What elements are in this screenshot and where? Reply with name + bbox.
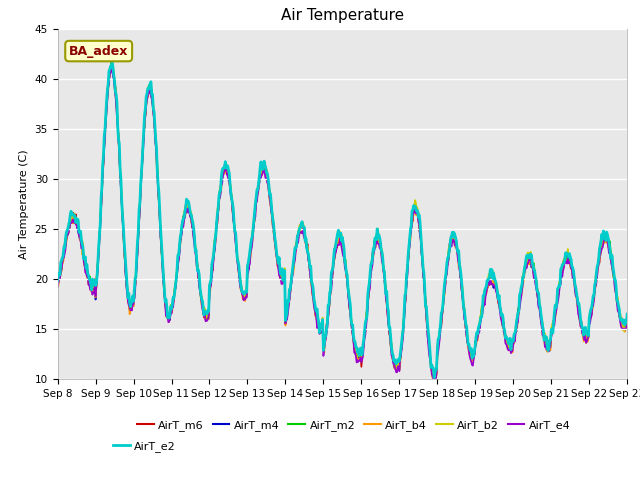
AirT_m2 bbox=[447, 237, 454, 242]
AirT_b2 bbox=[54, 275, 61, 280]
AirT_m4 bbox=[204, 314, 212, 320]
Line: AirT_e4: AirT_e4 bbox=[58, 69, 627, 382]
Line: AirT_m6: AirT_m6 bbox=[58, 67, 627, 380]
Line: AirT_e2: AirT_e2 bbox=[58, 63, 627, 378]
AirT_b4 bbox=[429, 377, 437, 383]
AirT_m4 bbox=[447, 238, 454, 243]
Line: AirT_m2: AirT_m2 bbox=[58, 60, 627, 377]
AirT_b2 bbox=[447, 235, 454, 240]
AirT_m4 bbox=[430, 377, 438, 383]
AirT_b2 bbox=[204, 312, 212, 317]
AirT_m4 bbox=[573, 294, 580, 300]
AirT_b2 bbox=[573, 292, 580, 298]
AirT_m2 bbox=[335, 231, 342, 237]
AirT_e4 bbox=[573, 294, 580, 300]
Line: AirT_b4: AirT_b4 bbox=[58, 69, 627, 380]
Text: BA_adex: BA_adex bbox=[69, 45, 129, 58]
AirT_m6 bbox=[204, 312, 212, 318]
AirT_m4 bbox=[335, 237, 342, 243]
AirT_b2 bbox=[623, 319, 631, 325]
AirT_m2 bbox=[390, 359, 397, 364]
AirT_m6 bbox=[109, 64, 117, 70]
AirT_b2 bbox=[432, 372, 440, 378]
AirT_m4 bbox=[390, 363, 397, 369]
AirT_m6 bbox=[431, 377, 439, 383]
AirT_m2 bbox=[431, 374, 439, 380]
AirT_e2 bbox=[54, 277, 61, 283]
AirT_b4 bbox=[108, 66, 116, 72]
AirT_b2 bbox=[335, 235, 342, 240]
AirT_e4 bbox=[54, 285, 61, 290]
AirT_e4 bbox=[623, 322, 631, 327]
AirT_m6 bbox=[623, 323, 631, 328]
AirT_e2 bbox=[623, 311, 631, 317]
AirT_e4 bbox=[447, 241, 454, 247]
AirT_e2 bbox=[430, 375, 438, 381]
AirT_m2 bbox=[573, 294, 580, 300]
AirT_b4 bbox=[335, 236, 342, 241]
AirT_e2 bbox=[204, 307, 212, 313]
AirT_e2 bbox=[335, 228, 342, 233]
Title: Air Temperature: Air Temperature bbox=[281, 9, 404, 24]
AirT_e4 bbox=[390, 361, 397, 367]
AirT_b2 bbox=[108, 62, 115, 68]
AirT_e2 bbox=[573, 291, 580, 297]
AirT_m6 bbox=[390, 360, 397, 365]
AirT_m4 bbox=[180, 216, 188, 221]
AirT_b2 bbox=[180, 221, 188, 227]
AirT_e2 bbox=[447, 235, 454, 240]
AirT_e4 bbox=[335, 242, 342, 248]
AirT_b4 bbox=[447, 242, 454, 248]
AirT_e4 bbox=[204, 316, 212, 322]
AirT_b4 bbox=[204, 314, 212, 320]
AirT_m6 bbox=[180, 214, 188, 219]
AirT_e4 bbox=[180, 224, 188, 229]
AirT_m6 bbox=[335, 235, 342, 240]
AirT_m4 bbox=[54, 280, 61, 286]
Y-axis label: Air Temperature (C): Air Temperature (C) bbox=[19, 149, 29, 259]
AirT_m2 bbox=[180, 213, 188, 218]
AirT_m6 bbox=[447, 240, 454, 245]
AirT_m4 bbox=[107, 64, 115, 70]
AirT_e2 bbox=[108, 60, 116, 66]
AirT_m2 bbox=[204, 311, 212, 317]
AirT_m2 bbox=[54, 278, 61, 284]
AirT_e4 bbox=[108, 66, 115, 72]
AirT_m2 bbox=[623, 316, 631, 322]
AirT_e2 bbox=[390, 358, 397, 364]
Line: AirT_m4: AirT_m4 bbox=[58, 67, 627, 380]
AirT_b4 bbox=[623, 323, 631, 328]
AirT_m2 bbox=[108, 58, 115, 63]
AirT_m6 bbox=[573, 292, 580, 298]
AirT_b4 bbox=[54, 283, 61, 289]
AirT_b4 bbox=[573, 296, 580, 301]
AirT_e4 bbox=[429, 379, 437, 384]
Line: AirT_b2: AirT_b2 bbox=[58, 65, 627, 375]
Legend: AirT_e2: AirT_e2 bbox=[109, 436, 180, 456]
AirT_b4 bbox=[180, 216, 188, 222]
AirT_m6 bbox=[54, 276, 61, 281]
AirT_m4 bbox=[623, 318, 631, 324]
AirT_b4 bbox=[390, 360, 397, 365]
AirT_b2 bbox=[390, 357, 397, 362]
AirT_e2 bbox=[180, 216, 188, 222]
